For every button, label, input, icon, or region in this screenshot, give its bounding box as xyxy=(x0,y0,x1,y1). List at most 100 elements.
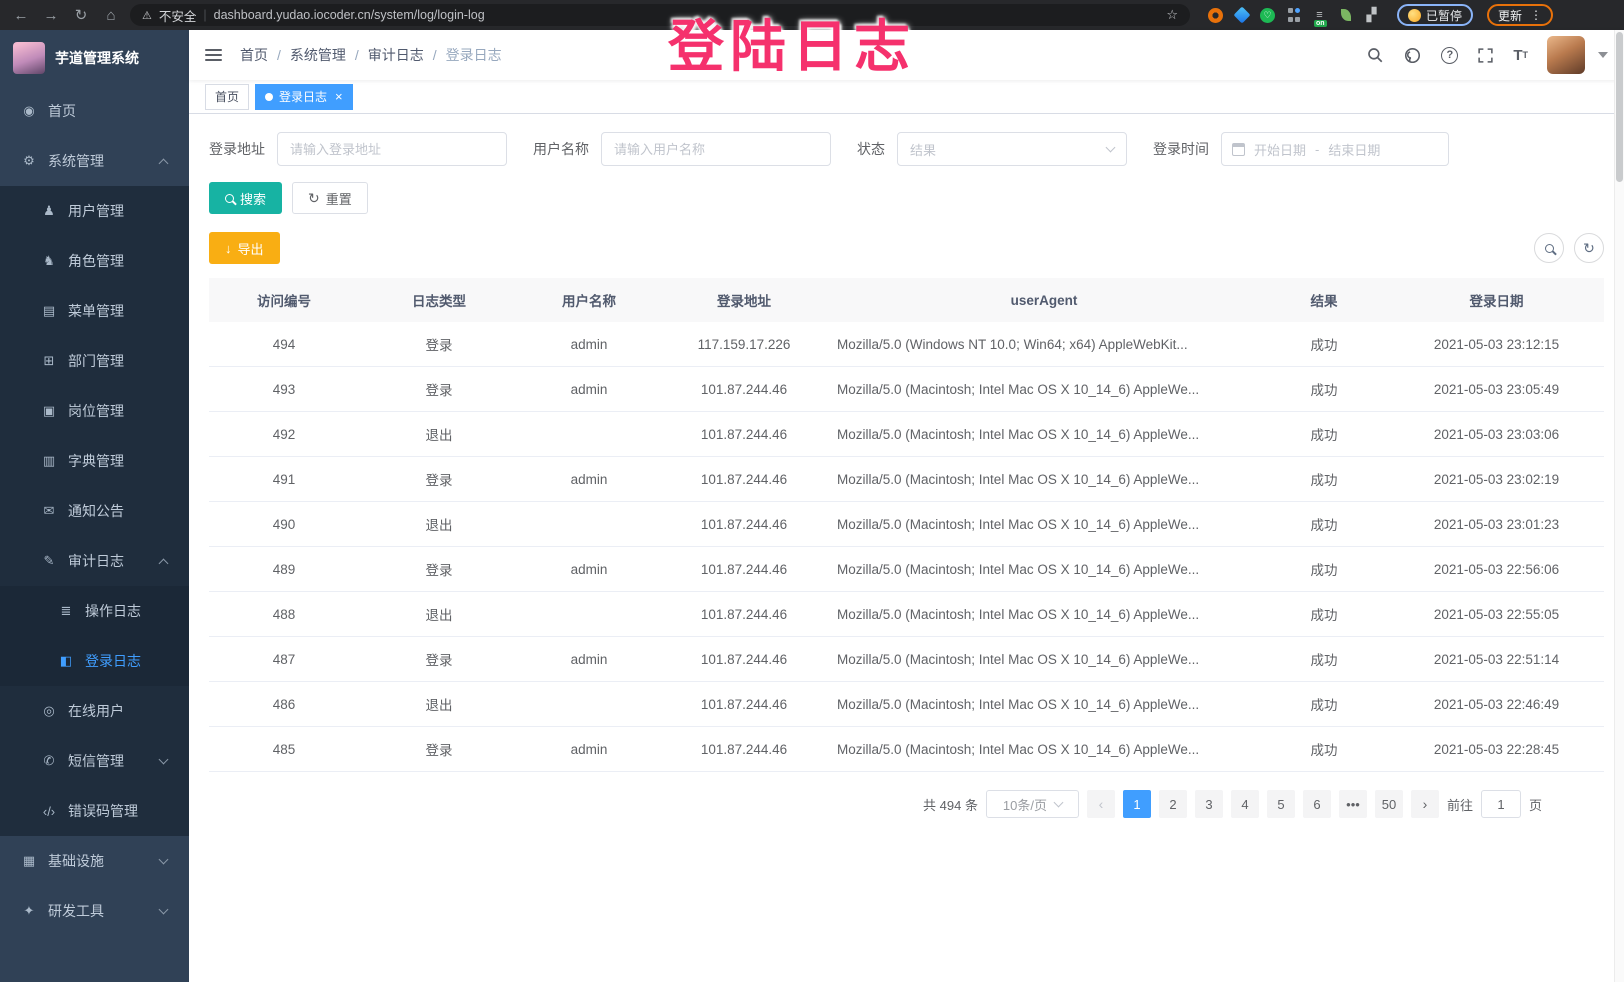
page-button[interactable]: 3 xyxy=(1194,790,1223,818)
table-cell xyxy=(519,501,659,547)
date-range-picker[interactable]: 开始日期 - 结束日期 xyxy=(1221,132,1449,166)
sidebar-item-operation[interactable]: ≣ 操作日志 xyxy=(0,586,189,636)
extension-blue-icon[interactable] xyxy=(1233,6,1250,24)
page-button[interactable]: 1 xyxy=(1122,790,1151,818)
next-page-button[interactable]: › xyxy=(1410,790,1439,818)
hamburger-icon[interactable] xyxy=(205,49,222,61)
refresh-icon: ↻ xyxy=(308,190,320,206)
column-header: 用户名称 xyxy=(519,278,659,322)
extension-grid-icon[interactable] xyxy=(1286,8,1301,23)
start-date-placeholder[interactable]: 开始日期 xyxy=(1254,142,1307,158)
security-label[interactable]: 不安全 xyxy=(158,9,197,24)
sidebar-item-errorcode[interactable]: ‹/› 错误码管理 xyxy=(0,786,189,836)
goto-page-input[interactable] xyxy=(1480,790,1521,818)
update-chip[interactable]: 更新 ⋮ xyxy=(1487,4,1554,26)
table-row: 490 退出 101.87.244.46 Mozilla/5.0 (Macintosh… xyxy=(209,501,1604,547)
back-icon[interactable]: ← xyxy=(13,6,29,24)
sidebar-item-menu[interactable]: ▤ 菜单管理 xyxy=(0,286,189,336)
sidebar-item-label: 系统管理 xyxy=(48,153,104,169)
main-column: 首页 / 系统管理 / 审计日志 / 登录日志 ? xyxy=(189,30,1624,982)
search-button[interactable]: 搜索 xyxy=(209,182,283,214)
table-cell: 成功 xyxy=(1259,726,1389,772)
page-button[interactable]: 6 xyxy=(1302,790,1331,818)
close-icon[interactable]: × xyxy=(335,89,343,104)
sidebar-item-notice[interactable]: ✉ 通知公告 xyxy=(0,486,189,536)
sidebar-item-login[interactable]: ◧ 登录日志 xyxy=(0,636,189,686)
browser-menu-icon[interactable]: ⋮ xyxy=(1530,8,1543,22)
status-select[interactable]: 结果 xyxy=(897,132,1127,166)
sidebar-item-post[interactable]: ▣ 岗位管理 xyxy=(0,386,189,436)
reset-button[interactable]: ↻ 重置 xyxy=(292,182,368,214)
url-text[interactable]: dashboard.yudao.iocoder.cn/system/log/lo… xyxy=(213,8,485,22)
post-icon: ▣ xyxy=(42,403,56,418)
login-address-input[interactable] xyxy=(277,132,507,166)
chevron-down-icon xyxy=(158,854,169,864)
end-date-placeholder[interactable]: 结束日期 xyxy=(1328,142,1381,158)
toggle-search-button[interactable] xyxy=(1534,233,1564,263)
extension-list-icon[interactable]: ≡ on xyxy=(1314,8,1327,27)
page-suffix: 页 xyxy=(1528,797,1542,813)
breadcrumb-item[interactable]: 审计日志 xyxy=(367,47,424,63)
breadcrumb-item[interactable]: 首页 xyxy=(240,47,268,63)
reload-icon[interactable]: ↻ xyxy=(74,7,88,24)
sidebar-item-role[interactable]: ♞ 角色管理 xyxy=(0,236,189,286)
fullscreen-icon[interactable] xyxy=(1477,47,1494,64)
profile-emoji-icon xyxy=(1408,8,1421,22)
page-number-list: 1 2 3 4 5 6 ••• 50 xyxy=(1122,790,1403,818)
prev-page-button[interactable]: ‹ xyxy=(1086,790,1115,818)
breadcrumb-item[interactable]: 系统管理 xyxy=(289,47,346,63)
sidebar-item-audit[interactable]: ✎ 审计日志 xyxy=(0,536,189,586)
scrollbar-thumb[interactable] xyxy=(1616,32,1623,182)
github-icon[interactable] xyxy=(1403,46,1422,65)
table-body: 494 登录 admin 117.159.17.226 Mozilla/5.0 (Win… xyxy=(209,322,1604,772)
sidebar-item-online[interactable]: ◎ 在线用户 xyxy=(0,686,189,736)
help-icon[interactable]: ? xyxy=(1441,46,1459,64)
sidebar-item-sms[interactable]: ✆ 短信管理 xyxy=(0,736,189,786)
table-cell: 2021-05-03 23:02:19 xyxy=(1389,456,1604,502)
window-scrollbar[interactable] xyxy=(1614,30,1624,982)
page-button[interactable]: 5 xyxy=(1266,790,1295,818)
extensions-puzzle-icon[interactable]: ▞ xyxy=(1366,7,1377,22)
avatar-caret-icon[interactable] xyxy=(1598,52,1608,58)
extension-orange-icon[interactable] xyxy=(1208,7,1223,23)
extension-leaf-icon[interactable] xyxy=(1338,8,1353,23)
table-cell: Mozilla/5.0 (Macintosh; Intel Mac OS X 1… xyxy=(829,366,1259,412)
sidebar-logo-row[interactable]: 芋道管理系统 xyxy=(0,30,189,86)
login-time-label: 登录时间 xyxy=(1153,141,1209,157)
table-cell: admin xyxy=(519,366,659,412)
table-cell: 成功 xyxy=(1259,366,1389,412)
page-button[interactable]: 4 xyxy=(1230,790,1259,818)
refresh-table-button[interactable]: ↻ xyxy=(1574,233,1604,263)
profile-paused-chip[interactable]: 已暂停 xyxy=(1397,4,1474,26)
table-cell xyxy=(519,681,659,727)
page-button[interactable]: 50 xyxy=(1374,790,1403,818)
sidebar-item-infra[interactable]: ▦ 基础设施 xyxy=(0,836,189,886)
bookmark-star-icon[interactable]: ☆ xyxy=(1166,7,1178,22)
sidebar-item-user[interactable]: ♟ 用户管理 xyxy=(0,186,189,236)
table-cell: 成功 xyxy=(1259,636,1389,682)
avatar[interactable] xyxy=(1547,36,1585,74)
sidebar-item-dict[interactable]: ▥ 字典管理 xyxy=(0,436,189,486)
table-cell: 登录 xyxy=(359,636,519,682)
forward-icon[interactable]: → xyxy=(43,6,59,24)
sidebar-item-devtool[interactable]: ✦ 研发工具 xyxy=(0,886,189,936)
username-input[interactable] xyxy=(601,132,831,166)
tab-login-log[interactable]: 登录日志 × xyxy=(255,83,353,110)
home-icon[interactable]: ⌂ xyxy=(106,6,116,24)
active-tab-dot xyxy=(265,92,274,101)
page-size-select[interactable]: 10条/页 xyxy=(985,790,1079,818)
sidebar-item-system[interactable]: ⚙ 系统管理 xyxy=(0,136,189,186)
sidebar-item-dashboard[interactable]: ◉ 首页 xyxy=(0,86,189,136)
export-button[interactable]: ↓ 导出 xyxy=(209,232,280,264)
header-search-icon[interactable] xyxy=(1366,46,1384,64)
paused-label: 已暂停 xyxy=(1426,8,1463,23)
dashboard-icon: ◉ xyxy=(23,103,35,118)
tab-home[interactable]: 首页 xyxy=(205,83,250,110)
table-cell: 退出 xyxy=(359,681,519,727)
table-header-row: 访问编号 日志类型 用户名称 登录地址 userAgent 结果 登录日期 xyxy=(209,278,1604,322)
address-bar[interactable]: ⚠ 不安全 | dashboard.yudao.iocoder.cn/syste… xyxy=(130,4,1190,26)
sidebar-item-dept[interactable]: ⊞ 部门管理 xyxy=(0,336,189,386)
extension-green-icon[interactable]: ♡ xyxy=(1260,7,1275,23)
page-button[interactable]: 2 xyxy=(1158,790,1187,818)
